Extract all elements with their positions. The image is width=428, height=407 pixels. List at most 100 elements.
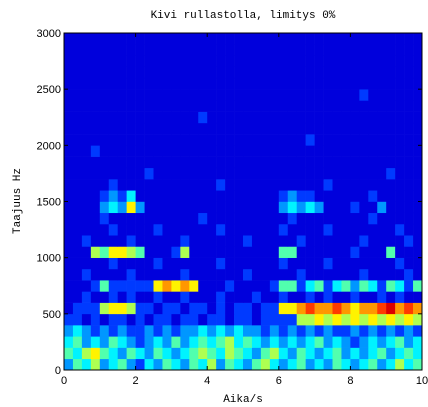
heatmap-cell bbox=[126, 44, 136, 56]
heatmap-cell bbox=[207, 201, 217, 214]
heatmap-cell bbox=[404, 55, 414, 67]
heatmap-cell bbox=[225, 268, 235, 281]
heatmap-cell bbox=[207, 235, 217, 247]
heatmap-cell bbox=[323, 336, 333, 348]
heatmap-cell bbox=[296, 246, 306, 258]
heatmap-cell bbox=[189, 156, 199, 169]
heatmap-cell bbox=[198, 100, 208, 112]
heatmap-cell bbox=[260, 190, 271, 202]
heatmap-cell bbox=[126, 257, 136, 270]
heatmap-cell bbox=[144, 111, 154, 124]
heatmap-cell bbox=[251, 246, 262, 258]
heatmap-cell bbox=[144, 134, 154, 146]
heatmap-cell bbox=[323, 235, 333, 247]
heatmap-cell bbox=[314, 268, 324, 281]
heatmap-cell bbox=[314, 89, 324, 101]
heatmap-cell bbox=[243, 358, 253, 371]
heatmap-cell bbox=[162, 179, 172, 191]
heatmap-cell bbox=[296, 358, 306, 371]
heatmap-cell bbox=[153, 33, 163, 45]
heatmap-cell bbox=[126, 33, 136, 45]
heatmap-cell bbox=[81, 336, 92, 348]
heatmap-cell bbox=[323, 268, 333, 281]
heatmap-cell bbox=[135, 280, 145, 292]
heatmap-cell bbox=[305, 257, 315, 270]
heatmap-cell bbox=[90, 223, 101, 236]
heatmap-cell bbox=[341, 77, 351, 90]
heatmap-cell bbox=[314, 100, 324, 112]
heatmap-cell bbox=[413, 325, 423, 337]
heatmap-cell bbox=[368, 145, 378, 157]
heatmap-cell bbox=[251, 167, 262, 180]
heatmap-cell bbox=[81, 291, 92, 303]
heatmap-cell bbox=[90, 336, 101, 348]
heatmap-cell bbox=[189, 280, 199, 292]
heatmap-cell bbox=[180, 122, 190, 135]
heatmap-cell bbox=[135, 111, 145, 124]
heatmap-cell bbox=[332, 246, 342, 258]
heatmap-cell bbox=[359, 44, 369, 56]
heatmap-cell bbox=[377, 77, 387, 90]
heatmap-cell bbox=[305, 201, 315, 214]
heatmap-cell bbox=[260, 223, 271, 236]
heatmap-cell bbox=[332, 190, 342, 202]
heatmap-cell bbox=[189, 235, 199, 247]
heatmap-cell bbox=[323, 257, 333, 270]
heatmap-cell bbox=[207, 111, 217, 124]
heatmap-cell bbox=[395, 77, 405, 90]
heatmap-cell bbox=[278, 291, 289, 303]
heatmap-cell bbox=[225, 336, 235, 348]
heatmap-cell bbox=[314, 77, 324, 90]
heatmap-cell bbox=[216, 33, 226, 45]
heatmap-cell bbox=[126, 77, 136, 90]
heatmap-cell bbox=[117, 358, 127, 371]
heatmap-cell bbox=[144, 257, 154, 270]
heatmap-cell bbox=[162, 358, 172, 371]
heatmap-cell bbox=[64, 246, 74, 258]
heatmap-cell bbox=[278, 313, 289, 326]
heatmap-cell bbox=[332, 223, 342, 236]
heatmap-cell bbox=[386, 100, 396, 112]
heatmap-cell bbox=[162, 325, 172, 337]
heatmap-cell bbox=[108, 89, 118, 101]
heatmap-cell bbox=[144, 347, 154, 360]
heatmap-cell bbox=[126, 89, 136, 101]
heatmap-cell bbox=[278, 134, 289, 146]
heatmap-cell bbox=[314, 111, 324, 124]
heatmap-cell bbox=[251, 156, 262, 169]
heatmap-cell bbox=[99, 156, 110, 169]
heatmap-cell bbox=[287, 313, 297, 326]
heatmap-cell bbox=[108, 33, 118, 45]
heatmap-cell bbox=[314, 156, 324, 169]
heatmap-cell bbox=[144, 201, 154, 214]
heatmap-cell bbox=[117, 246, 127, 258]
heatmap-cell bbox=[216, 313, 226, 326]
heatmap-cell bbox=[323, 212, 333, 225]
heatmap-cell bbox=[180, 235, 190, 247]
heatmap-cell bbox=[171, 280, 181, 292]
heatmap-cell bbox=[296, 77, 306, 90]
heatmap-cell bbox=[64, 223, 74, 236]
heatmap-cell bbox=[64, 179, 74, 191]
heatmap-cell bbox=[198, 66, 208, 79]
heatmap-cell bbox=[171, 268, 181, 281]
heatmap-cell bbox=[413, 280, 423, 292]
heatmap-cell bbox=[153, 268, 163, 281]
heatmap-cell bbox=[332, 268, 342, 281]
heatmap-cell bbox=[198, 325, 208, 337]
heatmap-cell bbox=[350, 134, 360, 146]
heatmap-cell bbox=[99, 190, 110, 202]
heatmap-cell bbox=[368, 122, 378, 135]
heatmap-cell bbox=[162, 223, 172, 236]
heatmap-cell bbox=[350, 235, 360, 247]
heatmap-cell bbox=[72, 313, 83, 326]
heatmap-cell bbox=[234, 358, 244, 371]
heatmap-cell bbox=[260, 268, 271, 281]
heatmap-cell bbox=[332, 77, 342, 90]
heatmap-cell bbox=[90, 302, 101, 315]
heatmap-cell bbox=[225, 212, 235, 225]
heatmap-cell bbox=[72, 111, 83, 124]
heatmap-cell bbox=[108, 66, 118, 79]
heatmap-cell bbox=[108, 100, 118, 112]
heatmap-cell bbox=[278, 145, 289, 157]
